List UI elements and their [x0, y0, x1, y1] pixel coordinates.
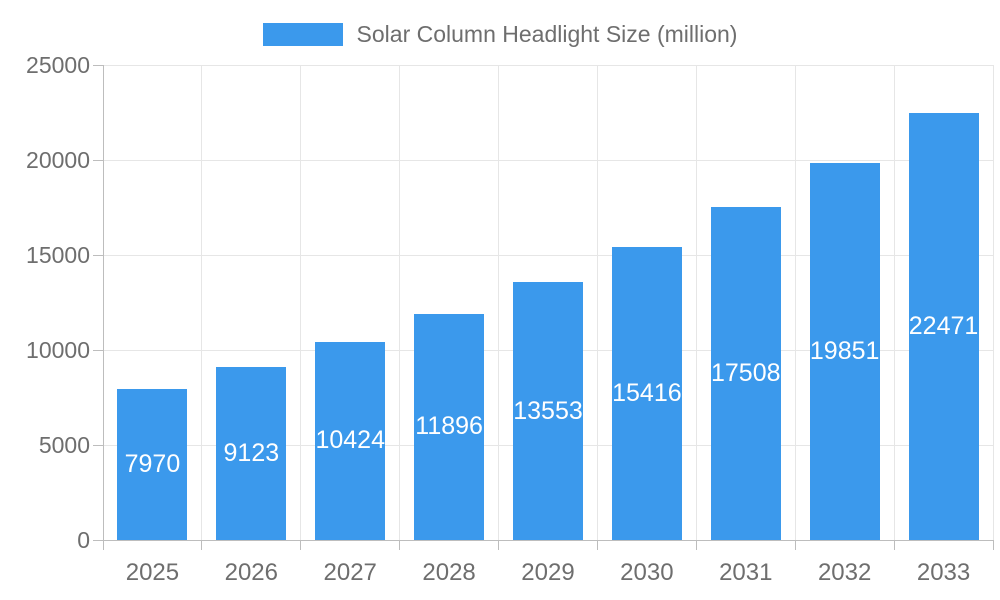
x-tick-mark: [695, 540, 697, 550]
bar-value-label: 11896: [415, 412, 483, 441]
x-tick-mark: [399, 540, 401, 550]
y-tick-label: 25000: [26, 52, 90, 78]
v-gridline: [695, 65, 697, 540]
bar-value-label: 22471: [908, 312, 979, 341]
bar[interactable]: 22471: [908, 113, 979, 540]
v-gridline: [498, 65, 500, 540]
y-tick-label: 5000: [38, 432, 90, 458]
bar[interactable]: 9123: [216, 366, 287, 540]
bar-value-label: 15416: [612, 379, 682, 408]
y-axis-line: [102, 65, 104, 540]
v-gridline: [399, 65, 401, 540]
y-tick-label: 20000: [26, 147, 90, 173]
bar-value-label: 13553: [513, 396, 583, 425]
bar[interactable]: 11896: [414, 313, 485, 540]
bar[interactable]: 17508: [710, 207, 781, 540]
x-tick-mark: [498, 540, 500, 550]
x-tick-mark: [596, 540, 598, 550]
v-gridline: [893, 65, 895, 540]
v-gridline: [300, 65, 302, 540]
bar[interactable]: 7970: [117, 388, 188, 540]
x-tick-label: 2030: [620, 559, 674, 586]
x-tick-label: 2025: [125, 559, 180, 586]
x-tick-label: 2027: [323, 559, 377, 586]
x-tick-mark: [201, 540, 203, 550]
x-tick-label: 2028: [422, 559, 476, 586]
bar-value-label: 10424: [315, 426, 385, 455]
bar-value-label: 7970: [124, 449, 181, 478]
chart-legend[interactable]: Solar Column Headlight Size (million): [0, 20, 1000, 48]
x-tick-mark: [992, 540, 994, 550]
x-axis-line: [103, 539, 993, 541]
v-gridline: [992, 65, 994, 540]
x-tick-mark: [300, 540, 302, 550]
x-tick-mark: [102, 540, 104, 550]
legend-swatch: [262, 22, 343, 46]
bar[interactable]: 13553: [513, 282, 583, 540]
x-tick-label: 2031: [719, 559, 773, 586]
v-gridline: [596, 65, 598, 540]
y-tick-mark: [93, 539, 103, 541]
x-tick-mark: [794, 540, 796, 550]
y-tick-mark: [93, 254, 103, 256]
bar[interactable]: 19851: [809, 162, 880, 540]
x-tick-label: 2033: [916, 559, 971, 586]
h-gridline: [103, 159, 993, 161]
bar-value-label: 17508: [711, 359, 781, 388]
x-tick-label: 2032: [817, 559, 872, 586]
bar[interactable]: 15416: [611, 247, 682, 540]
bar-value-label: 9123: [223, 438, 280, 467]
v-gridline: [794, 65, 796, 540]
y-tick-mark: [93, 159, 103, 161]
y-tick-label: 0: [77, 527, 90, 553]
h-gridline: [103, 64, 993, 66]
y-tick-label: 10000: [26, 337, 90, 363]
y-tick-mark: [93, 444, 103, 446]
legend-label: Solar Column Headlight Size (million): [356, 20, 738, 47]
x-tick-mark: [893, 540, 895, 550]
y-tick-mark: [93, 64, 103, 66]
bar-value-label: 19851: [809, 336, 880, 365]
y-tick-label: 15000: [26, 242, 90, 268]
h-gridline: [103, 254, 993, 256]
x-tick-label: 2029: [521, 559, 575, 586]
x-tick-label: 2026: [224, 559, 278, 586]
y-tick-mark: [93, 349, 103, 351]
v-gridline: [201, 65, 203, 540]
bar[interactable]: 10424: [315, 341, 386, 540]
